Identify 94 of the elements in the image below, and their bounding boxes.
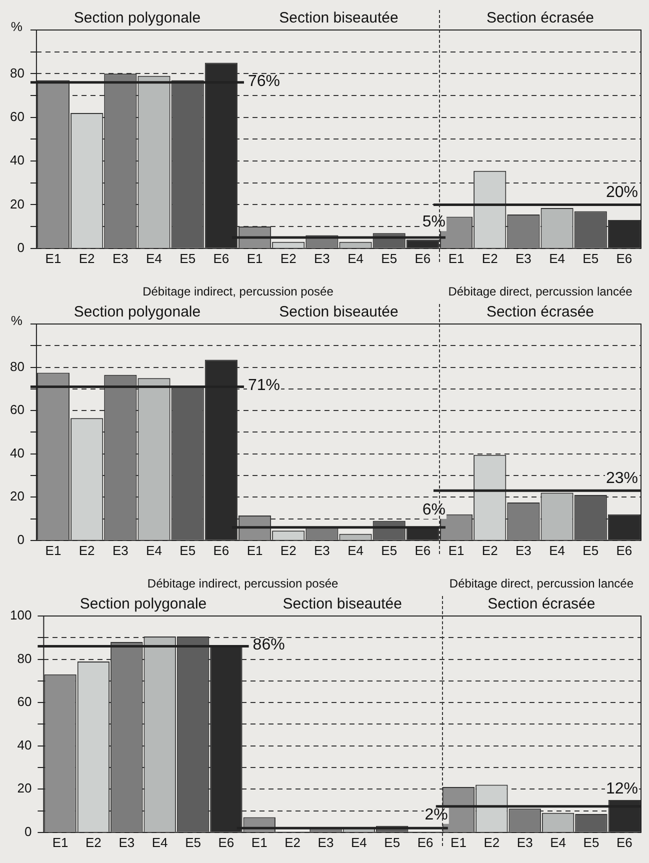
y-tick-label: 40 (17, 737, 32, 752)
x-tick-label: E4 (550, 834, 566, 850)
x-tick-label: E6 (414, 542, 431, 558)
x-tick-label: E1 (45, 250, 62, 266)
y-tick-label: 100 (10, 608, 32, 623)
y-tick-label: 40 (10, 152, 24, 168)
y-tick-label: 0 (17, 532, 24, 547)
x-tick-label: E5 (381, 542, 398, 558)
x-tick-label: E4 (348, 250, 364, 266)
text: Section polygonale (74, 10, 201, 27)
x-tick-label: E2 (86, 834, 102, 850)
text: Débitage indirect, percussion posée (142, 284, 334, 298)
x-tick-label: E3 (112, 542, 128, 558)
x-tick-label: E2 (284, 834, 301, 850)
text: Section biseautée (282, 596, 402, 613)
ref-line-label: 23% (606, 470, 638, 488)
ref-line-label: 71% (248, 377, 280, 394)
x-tick-label: E6 (213, 542, 230, 558)
y-tick-label: 60 (10, 108, 24, 124)
ref-line-label: 6% (422, 501, 446, 518)
y-tick-label: 80 (17, 650, 32, 666)
y-tick-label: 80 (10, 65, 24, 80)
x-tick-label: E2 (78, 250, 95, 266)
y-tick-label: 0 (17, 240, 24, 255)
x-tick-label: E3 (515, 542, 532, 558)
x-tick-label: E6 (616, 542, 632, 558)
x-tick-label: E5 (185, 834, 201, 850)
x-tick-label: E5 (384, 834, 400, 850)
ref-line-label: 5% (422, 214, 446, 231)
x-tick-label: E1 (45, 542, 62, 558)
x-tick-label: E5 (582, 250, 599, 266)
x-tick-label: E4 (549, 250, 565, 266)
x-tick-label: E5 (583, 834, 600, 850)
y-tick-label: 0 (24, 824, 32, 839)
x-tick-label: E3 (516, 834, 533, 850)
x-tick-label: E4 (350, 834, 367, 850)
x-tick-label: E4 (549, 542, 565, 558)
y-tick-label: 60 (10, 402, 24, 418)
x-tick-label: E2 (280, 250, 296, 266)
text: Débitage direct, percussion lancée (448, 284, 633, 298)
text: Section biseautée (279, 304, 398, 321)
y-tick-label: 60 (17, 694, 32, 710)
x-tick-label: E1 (246, 250, 263, 266)
x-tick-label: E6 (213, 250, 230, 266)
x-tick-label: E5 (180, 250, 196, 266)
text: Section biseautée (279, 10, 398, 27)
x-tick-label: E2 (484, 834, 500, 850)
y-tick-label: 20 (10, 196, 24, 212)
y-tick-label: 20 (17, 780, 32, 796)
ref-line-label: 76% (248, 72, 280, 90)
text: Section écrasée (486, 10, 594, 27)
y-tick-label: 40 (10, 445, 24, 460)
x-tick-label: E4 (146, 250, 162, 266)
ref-line-label: 86% (252, 636, 285, 654)
x-tick-label: E2 (78, 542, 95, 558)
ref-line-label: 2% (424, 806, 448, 824)
x-tick-label: E4 (146, 542, 162, 558)
y-axis-title: % (10, 313, 23, 328)
text: Section écrasée (486, 304, 594, 321)
x-tick-label: E2 (482, 250, 498, 266)
x-tick-label: E6 (616, 250, 632, 266)
x-tick-label: E4 (152, 834, 168, 850)
x-tick-label: E3 (112, 250, 128, 266)
y-tick-label: 20 (10, 488, 24, 504)
text: Section polygonale (80, 596, 207, 613)
x-tick-label: E2 (482, 542, 498, 558)
ref-line-label: 12% (606, 780, 638, 798)
x-tick-label: E5 (381, 250, 398, 266)
x-tick-label: E3 (515, 250, 532, 266)
x-tick-label: E1 (251, 834, 268, 850)
x-tick-label: E6 (616, 834, 632, 850)
x-tick-label: E6 (414, 250, 431, 266)
x-tick-label: E1 (246, 542, 263, 558)
x-tick-label: E6 (417, 834, 434, 850)
x-tick-label: E5 (582, 542, 599, 558)
x-tick-label: E1 (448, 250, 464, 266)
x-tick-label: E3 (314, 542, 330, 558)
text: Section polygonale (74, 304, 201, 321)
ref-line-label: 20% (606, 184, 638, 202)
y-tick-label: 80 (10, 358, 24, 374)
text: Débitage indirect, percussion posée (147, 576, 339, 590)
x-tick-label: E3 (118, 834, 135, 850)
x-tick-label: E5 (180, 542, 196, 558)
x-tick-label: E3 (314, 250, 330, 266)
text: Débitage direct, percussion lancée (449, 576, 634, 590)
x-tick-label: E2 (280, 542, 296, 558)
x-tick-label: E4 (348, 542, 364, 558)
y-axis-title: % (10, 19, 23, 34)
x-tick-label: E1 (52, 834, 68, 850)
x-tick-label: E1 (450, 834, 466, 850)
text: Section écrasée (488, 596, 596, 613)
x-tick-label: E3 (318, 834, 334, 850)
x-tick-label: E6 (218, 834, 234, 850)
x-tick-label: E1 (448, 542, 464, 558)
